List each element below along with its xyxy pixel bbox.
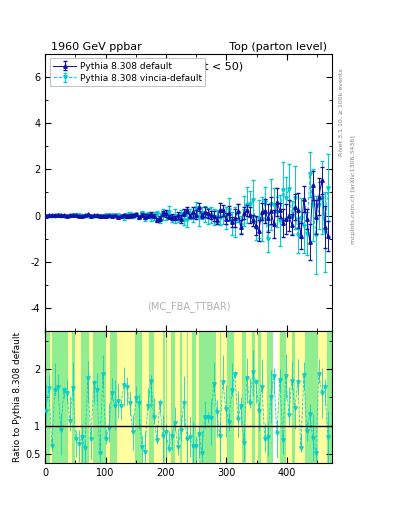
Legend: Pythia 8.308 default, Pythia 8.308 vincia-default: Pythia 8.308 default, Pythia 8.308 vinci… [50,58,205,86]
Text: (MC_FBA_TTBAR): (MC_FBA_TTBAR) [147,301,230,312]
Bar [286,331,288,463]
Bar [318,331,322,463]
Bar [77,331,80,463]
Bar [263,331,264,463]
Bar [295,331,297,463]
Bar [322,331,327,463]
Bar [154,331,156,463]
Bar [68,331,72,463]
Bar [234,331,239,463]
Bar [154,331,156,463]
Bar [117,331,120,463]
Bar [161,331,163,463]
Bar [121,331,124,463]
Bar [237,331,242,463]
Bar [124,331,127,463]
Bar [250,331,252,463]
Bar [68,331,72,463]
Bar [122,331,128,463]
Bar [246,331,250,463]
Bar [264,331,266,463]
Bar [178,331,180,463]
Bar [167,331,171,463]
Bar [324,331,327,463]
Bar [221,331,226,463]
Bar [276,331,280,463]
Bar [50,331,52,463]
Bar [300,331,305,463]
Bar [156,331,162,463]
Bar [129,331,132,463]
Bar [119,331,123,463]
Bar [122,331,127,463]
Bar [144,331,149,463]
Text: mcplots.cern.ch [arXiv:1306.3436]: mcplots.cern.ch [arXiv:1306.3436] [351,135,356,244]
Bar [216,331,220,463]
Title: 1960 GeV ppbar                         Top (parton level): 1960 GeV ppbar Top (parton level) [51,41,327,52]
Bar [289,331,292,463]
Bar [89,331,93,463]
Y-axis label: Ratio to Pythia 8.308 default: Ratio to Pythia 8.308 default [13,332,22,462]
Bar [196,331,199,463]
Bar [261,331,263,463]
Bar [182,331,187,463]
Bar [288,331,290,463]
Bar [75,331,77,463]
Bar [144,331,145,463]
Bar [274,331,278,463]
Text: pT (top) (pTtt < 50): pT (top) (pTtt < 50) [134,62,243,72]
Bar [188,331,192,463]
Bar [300,331,301,463]
Bar [225,331,227,463]
Bar [80,331,81,463]
Bar [106,331,110,463]
Bar [175,331,178,463]
Bar [132,331,134,463]
Bar [143,331,148,463]
Bar [255,331,258,463]
Bar [127,331,131,463]
Bar [129,331,133,463]
Bar [262,331,264,463]
Bar [302,331,304,463]
Bar [224,331,226,463]
Bar [125,331,130,463]
Text: Rivet 3.1.10, ≥ 100k events: Rivet 3.1.10, ≥ 100k events [339,69,344,157]
Bar [165,331,166,463]
Bar [263,331,267,463]
Bar [297,331,300,463]
Bar [142,331,147,463]
